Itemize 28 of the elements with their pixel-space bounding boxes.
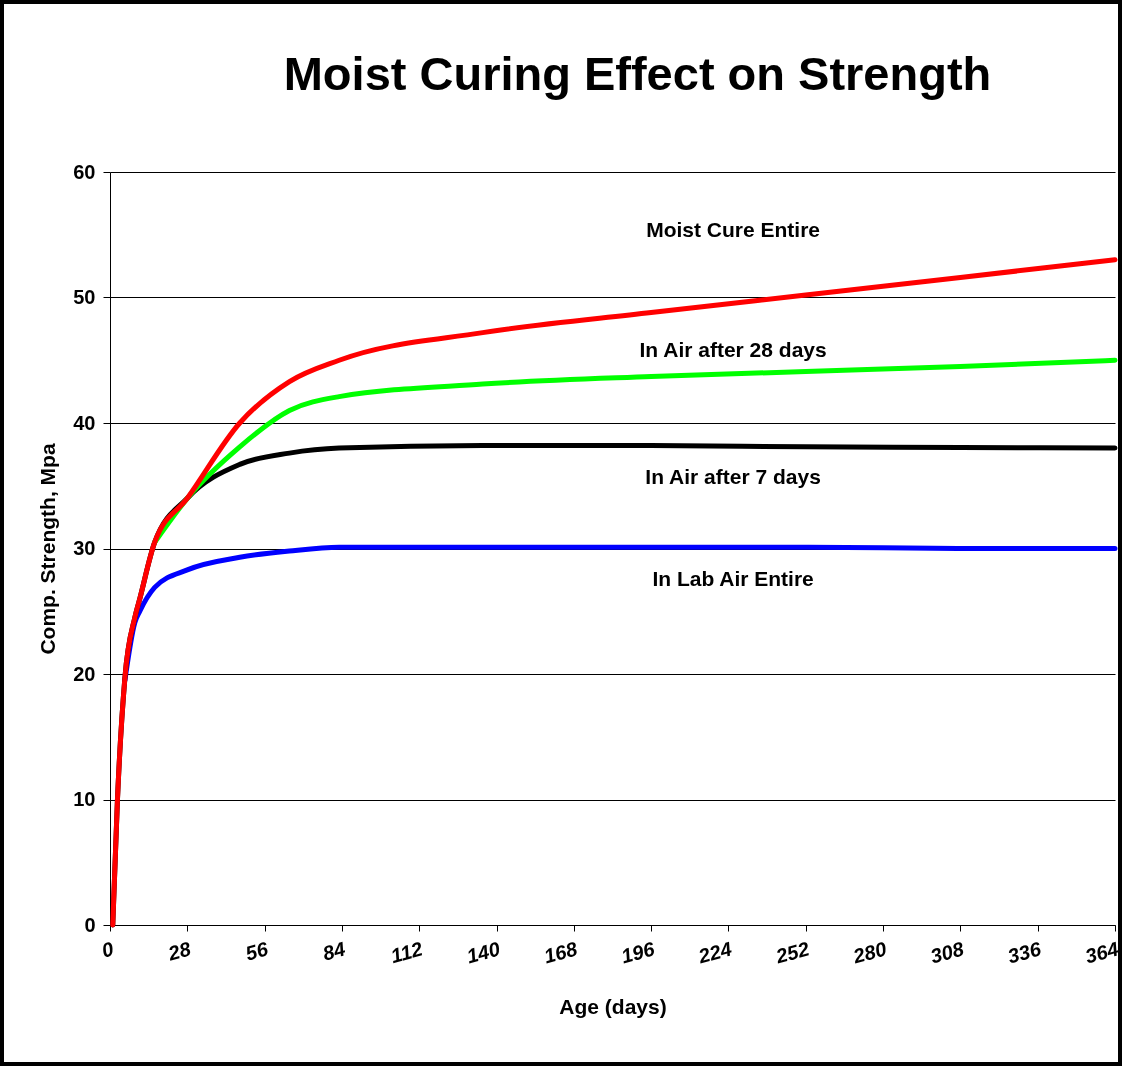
x-tick-label: 308 <box>928 937 967 968</box>
y-axis-title: Comp. Strength, Mpa <box>36 443 60 655</box>
y-tick-label: 30 <box>73 537 96 559</box>
y-tick-label: 20 <box>73 662 96 685</box>
chart-title: Moist Curing Effect on Strength <box>283 47 992 100</box>
x-tick-label: 56 <box>243 937 272 965</box>
x-tick-label: 112 <box>388 937 425 968</box>
series-label: In Air after 7 days <box>645 465 821 489</box>
x-tick-label: 224 <box>695 937 735 968</box>
y-tick-label: 0 <box>84 913 96 936</box>
x-tick-label: 336 <box>1005 937 1045 968</box>
x-tick-label: 140 <box>464 937 503 968</box>
y-tick-label: 60 <box>73 160 96 183</box>
y-tick-label: 10 <box>73 788 96 810</box>
x-tick-label: 280 <box>849 937 889 968</box>
x-axis-title: Age (days) <box>559 995 667 1019</box>
series-label: In Lab Air Entire <box>652 567 814 591</box>
series-label: In Air after 28 days <box>639 337 827 361</box>
text: Moist Cure Entire <box>646 218 821 242</box>
x-tick-label: 364 <box>1082 937 1121 968</box>
y-tick-label: 50 <box>73 286 96 308</box>
x-tick-label: 168 <box>541 937 581 968</box>
x-tick-label: 0 <box>99 937 116 962</box>
x-tick-label: 28 <box>164 937 194 965</box>
x-tick-label: 252 <box>772 937 812 968</box>
x-tick-label: 196 <box>618 937 658 968</box>
y-tick-label: 40 <box>73 411 96 434</box>
x-tick-label: 84 <box>320 937 348 965</box>
